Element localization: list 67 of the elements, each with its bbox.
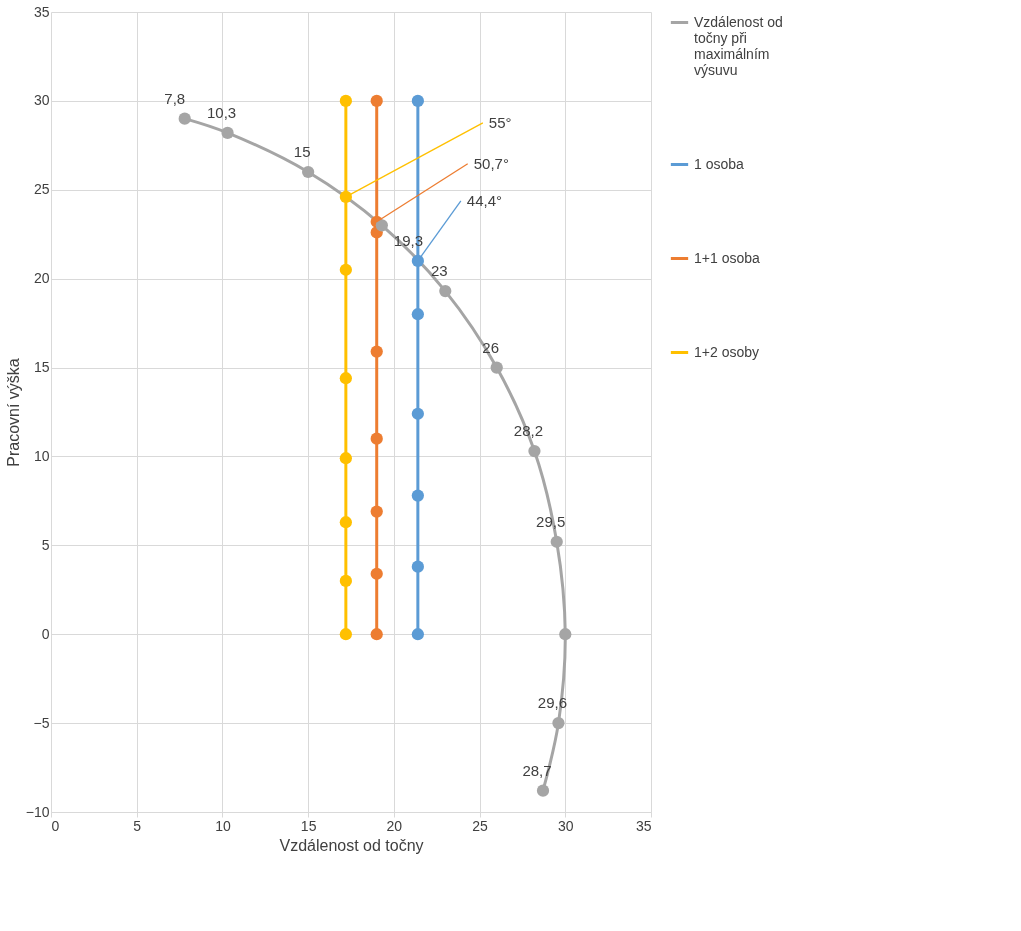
point	[339, 372, 352, 385]
y-tick-label: 10	[33, 447, 50, 464]
point	[339, 94, 352, 107]
annotation: 10,3	[206, 103, 237, 121]
x-tick-label: 30	[558, 817, 574, 834]
annotation: 23	[430, 262, 448, 280]
legend-label: 1+1 osoba	[694, 249, 760, 266]
point	[411, 94, 424, 107]
point	[536, 784, 550, 797]
annotation: 15	[293, 143, 311, 160]
point	[302, 165, 315, 179]
y-axis-title: Pracovní výška	[4, 358, 22, 467]
point	[552, 717, 565, 730]
point	[490, 361, 503, 374]
point	[339, 190, 352, 203]
annotation: 55°	[488, 113, 512, 131]
point	[370, 628, 383, 641]
y-tick-label: 0	[41, 625, 50, 642]
x-tick-label: 35	[635, 817, 652, 834]
y-tick-label: −5	[33, 714, 50, 731]
legend-label: 1+2 osoby	[694, 343, 759, 360]
y-tick-label: −10	[25, 803, 50, 820]
annotation: 26	[482, 338, 500, 356]
point	[339, 516, 352, 529]
x-tick-label: 5	[133, 817, 142, 834]
y-tick-label: 20	[33, 270, 50, 287]
y-tick-label: 35	[33, 3, 50, 20]
point	[339, 628, 352, 641]
point	[528, 445, 541, 458]
point	[411, 489, 424, 502]
x-axis-title: Vzdálenost od točny	[279, 836, 424, 854]
x-tick-label: 15	[300, 817, 317, 834]
point	[411, 254, 424, 267]
annotation: 29,5	[536, 512, 566, 530]
point	[370, 345, 383, 358]
annotation: 28,7	[522, 761, 552, 779]
annotation: 50,7°	[473, 154, 509, 172]
annotation: 7,8	[164, 89, 186, 107]
x-tick-label: 25	[472, 817, 489, 834]
point	[370, 567, 383, 580]
y-tick-label: 25	[33, 181, 50, 198]
point	[411, 628, 424, 641]
point	[411, 308, 424, 321]
point	[411, 560, 424, 573]
point	[370, 505, 383, 518]
y-tick-label: 15	[33, 359, 50, 376]
point	[370, 94, 383, 107]
point	[370, 432, 383, 445]
point	[339, 452, 352, 465]
point	[559, 628, 572, 641]
x-tick-label: 20	[386, 817, 403, 834]
point	[375, 219, 388, 232]
point	[439, 285, 452, 298]
y-tick-label: 5	[41, 536, 50, 553]
point	[339, 263, 352, 276]
annotation: 28,2	[513, 422, 544, 440]
y-tick-label: 30	[33, 92, 50, 109]
legend-label: Vzdálenost od točny při maximálním výsuvu	[694, 13, 783, 78]
point	[550, 535, 563, 548]
point	[178, 112, 191, 125]
point	[221, 126, 234, 139]
point	[339, 574, 352, 587]
x-tick-label: 10	[215, 817, 231, 834]
point	[411, 407, 424, 420]
annotation: 44,4°	[466, 191, 503, 209]
annotation: 29,6	[537, 694, 568, 712]
legend-label: 1 osoba	[694, 155, 745, 172]
